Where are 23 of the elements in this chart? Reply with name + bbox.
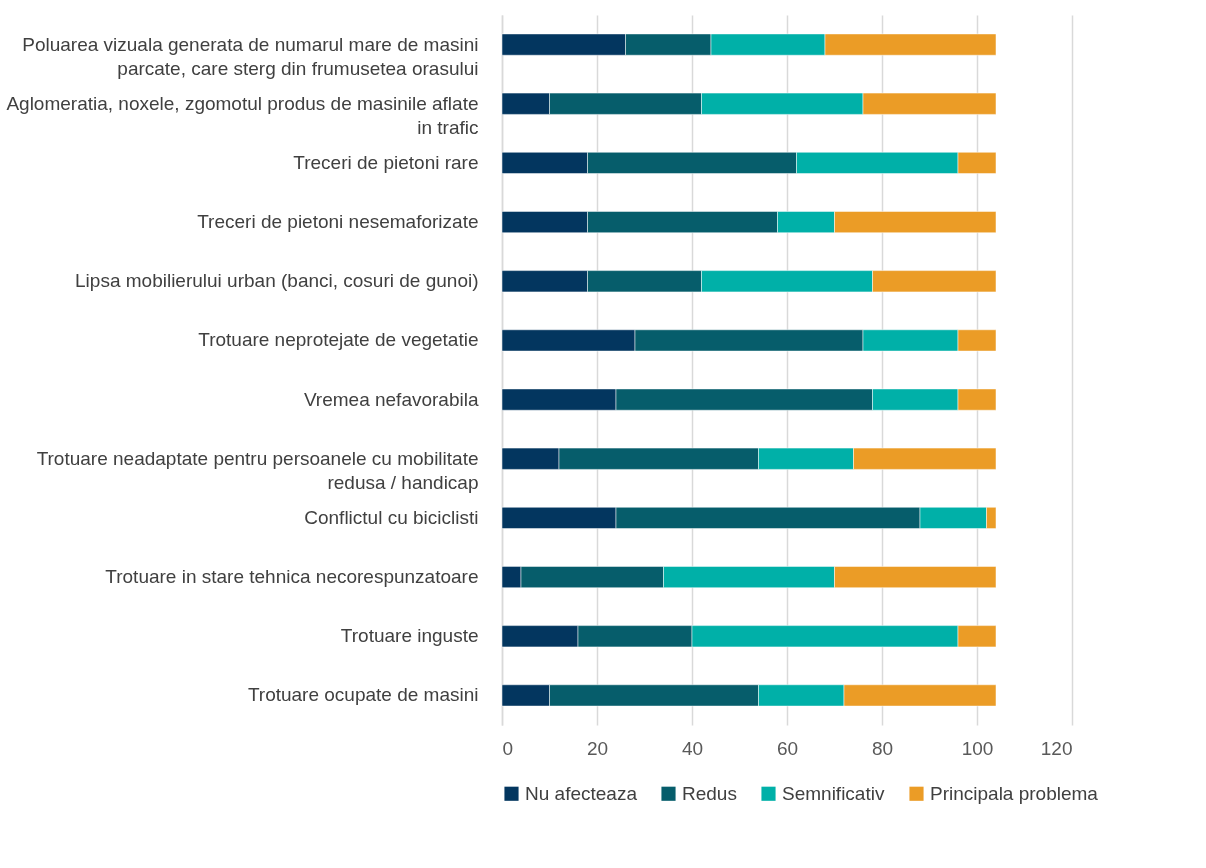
y-tick-label: Poluarea vizuala generata de numarul mare de masini parcate, care sterg din frumusetea orasului (22, 33, 479, 79)
x-tick-label: 100 (961, 737, 994, 759)
x-tick-label: 20 (586, 737, 609, 759)
y-tick-label: Trotuare inguste (340, 625, 479, 647)
legend-label: Principala problema (930, 782, 1099, 804)
y-tick-label: Treceri de pietoni rare (293, 151, 479, 173)
y-tick-label: Aglomeratia, noxele, zgomotul produs de masinile aflate in trafic (6, 92, 479, 138)
x-tick-label: 0 (502, 737, 514, 759)
x-tick-label: 40 (681, 737, 704, 759)
y-tick-label: Conflictul cu biciclisti (304, 506, 479, 528)
y-tick-label: Vremea nefavorabila (303, 388, 479, 410)
legend-label: Nu afecteaza (525, 782, 638, 804)
y-tick-label: Trotuare ocupate de masini (247, 684, 479, 706)
y-tick-label: Lipsa mobilierului urban (banci, cosuri de gunoi) (75, 270, 479, 292)
legend-label: Redus (682, 782, 737, 804)
y-tick-label: Trotuare in stare tehnica necorespunzatoare (105, 566, 479, 588)
x-tick-label: 120 (1040, 737, 1073, 759)
x-tick-label: 60 (776, 737, 799, 759)
y-tick-label: Treceri de pietoni nesemaforizate (197, 211, 479, 233)
y-tick-label: Trotuare neadaptate pentru persoanele cu mobilitate redusa / handicap (36, 447, 479, 493)
y-tick-label: Trotuare neprotejate de vegetatie (198, 329, 479, 351)
legend-label: Semnificativ (782, 782, 885, 804)
x-tick-label: 80 (871, 737, 894, 759)
